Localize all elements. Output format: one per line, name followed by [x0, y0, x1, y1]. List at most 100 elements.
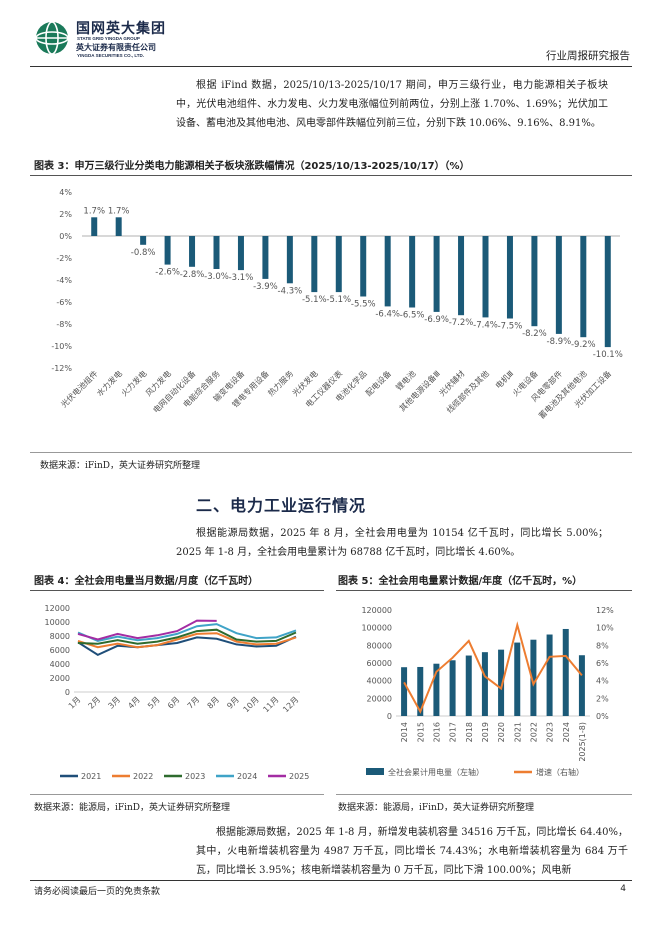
data-label: -4.3%: [278, 286, 303, 296]
x-tick-label: 7月: [186, 695, 202, 711]
data-label: -6.9%: [424, 315, 449, 325]
data-label: -3.0%: [204, 272, 229, 282]
data-label: 1.7%: [108, 206, 130, 216]
bar-13: [409, 236, 416, 308]
x-tick-label: 2022: [529, 722, 538, 742]
series-line-2022: [77, 632, 297, 649]
header-rule: [30, 66, 632, 67]
x-tick-label: 2025(1-8): [578, 722, 587, 762]
y-tick-label: -8%: [56, 320, 72, 329]
data-label: -8.9%: [547, 337, 572, 347]
figure5-title: 图表 5：全社会用电量累计数据/年度（亿千瓦时，%）: [338, 576, 583, 587]
y-tick-label: 8000: [50, 632, 70, 641]
closing-paragraph: 根据能源局数据，2025 年 1-8 月，新增发电装机容量 34516 万千瓦，…: [196, 827, 628, 876]
figure3-source: 数据来源：iFinD，英大证券研究所整理: [40, 461, 201, 471]
bar-11: [360, 236, 367, 297]
y-left-tick-label: 0: [387, 712, 392, 721]
data-label: -6.4%: [375, 309, 400, 319]
y-tick-label: -12%: [51, 364, 72, 373]
y-left-tick-label: 80000: [367, 641, 392, 650]
y-tick-label: 10000: [45, 618, 70, 627]
bar-19: [555, 236, 562, 334]
bar-2019: [481, 652, 488, 716]
x-tick-label: 6月: [166, 695, 182, 711]
logo-company-name: 英大证券有限责任公司: [76, 43, 156, 52]
legend-label: 2025: [289, 772, 309, 781]
y-left-tick-label: 60000: [367, 659, 392, 668]
series-line-2021: [77, 635, 297, 657]
data-label: -7.2%: [449, 318, 474, 328]
figure4-title: 图表 4：全社会用电量当月数据/月度（亿千瓦时）: [34, 576, 259, 587]
bar-2016: [433, 663, 440, 716]
x-tick-label: 3月: [106, 695, 122, 711]
legend-label-bars: 全社会累计用电量（左轴）: [388, 767, 484, 777]
bar-2014: [401, 667, 408, 716]
x-tick-label: 水力发电: [94, 368, 124, 398]
company-logo: 国网英大集团 STATE GRID YINGDA GROUP 英大证券有限责任公…: [34, 18, 204, 60]
bar-1: [115, 217, 122, 236]
data-label: -3.1%: [229, 273, 254, 283]
figure3-title: 图表 3：申万三级行业分类电力能源相关子板块涨跌幅情况（2025/10/13-2…: [34, 161, 470, 172]
data-label: -3.9%: [253, 282, 278, 292]
bar-4: [189, 236, 196, 267]
bar-3: [164, 236, 171, 265]
legend-label: 2022: [133, 772, 153, 781]
bar-2017: [449, 660, 456, 716]
series-line-2023: [77, 628, 297, 645]
bar-15: [458, 236, 465, 316]
figure4-source: 数据来源：能源局，iFinD，英大证券研究所整理: [34, 803, 231, 813]
figure5-source: 数据来源：能源局，iFinD，英大证券研究所整理: [338, 803, 535, 813]
x-tick-label: 8月: [206, 695, 222, 711]
y-right-tick-label: 10%: [596, 624, 614, 633]
figure3-title-rule: [30, 175, 632, 176]
x-tick-label: 2月: [87, 695, 103, 711]
y-right-tick-label: 2%: [596, 694, 609, 703]
logo-group-name-en: STATE GRID YINGDA GROUP: [77, 36, 140, 41]
section-title: 二、电力工业运行情况: [196, 496, 367, 515]
logo-company-name-en: YINGDA SECURITIES CO., LTD.: [77, 53, 145, 58]
y-left-tick-label: 20000: [367, 694, 392, 703]
y-tick-label: -6%: [56, 298, 72, 307]
figure3-bottom-rule: [30, 452, 632, 453]
intro-paragraph: 根据 iFind 数据，2025/10/13-2025/10/17 期间，申万三…: [176, 80, 608, 129]
x-tick-label: 2014: [400, 722, 409, 742]
x-tick-label: 5月: [146, 695, 162, 711]
legend-label: 2023: [185, 772, 205, 781]
x-tick-label: 2015: [416, 722, 425, 742]
bar-2020: [498, 649, 505, 716]
x-tick-label: 11月: [261, 695, 280, 714]
x-tick-label: 火力发电: [119, 368, 149, 398]
legend-label: 2021: [81, 772, 101, 781]
x-tick-label: 电网自动化设备: [151, 368, 198, 415]
x-tick-label: 1月: [67, 695, 83, 711]
footer-rule: [30, 880, 632, 881]
bar-18: [531, 236, 538, 327]
y-tick-label: 4%: [59, 188, 72, 197]
figure4-title-rule: [30, 590, 324, 591]
y-tick-label: -10%: [51, 342, 72, 351]
y-tick-label: 6000: [50, 646, 70, 655]
y-tick-label: 4000: [50, 660, 70, 669]
y-right-tick-label: 4%: [596, 677, 609, 686]
data-label: -7.4%: [473, 320, 498, 330]
bar-2024: [562, 628, 569, 716]
x-tick-label: 电机Ⅲ: [493, 368, 515, 390]
y-left-tick-label: 100000: [361, 624, 392, 633]
logo-group-name: 国网英大集团: [76, 21, 166, 37]
y-tick-label: 0%: [59, 232, 72, 241]
x-tick-label: 2018: [465, 722, 474, 742]
bar-14: [433, 236, 440, 312]
annual-consumption-combo-chart: 0 20000 40000 60000 80000 100000 120000 0% 2% 4% 6…: [361, 606, 614, 777]
figure5-title-rule: [336, 590, 632, 591]
bar-2: [140, 236, 147, 245]
bar-12: [384, 236, 391, 307]
page-number: 4: [620, 884, 626, 894]
y-right-tick-label: 0%: [596, 712, 609, 721]
bar-9: [311, 236, 318, 293]
figure5-bottom-rule: [336, 794, 632, 795]
y-tick-label: 2%: [59, 210, 72, 219]
y-right-tick-label: 12%: [596, 606, 614, 615]
data-label: -8.2%: [522, 329, 547, 339]
report-type: 行业周报研究报告: [546, 50, 630, 62]
bar-2025(1-8): [578, 655, 585, 716]
